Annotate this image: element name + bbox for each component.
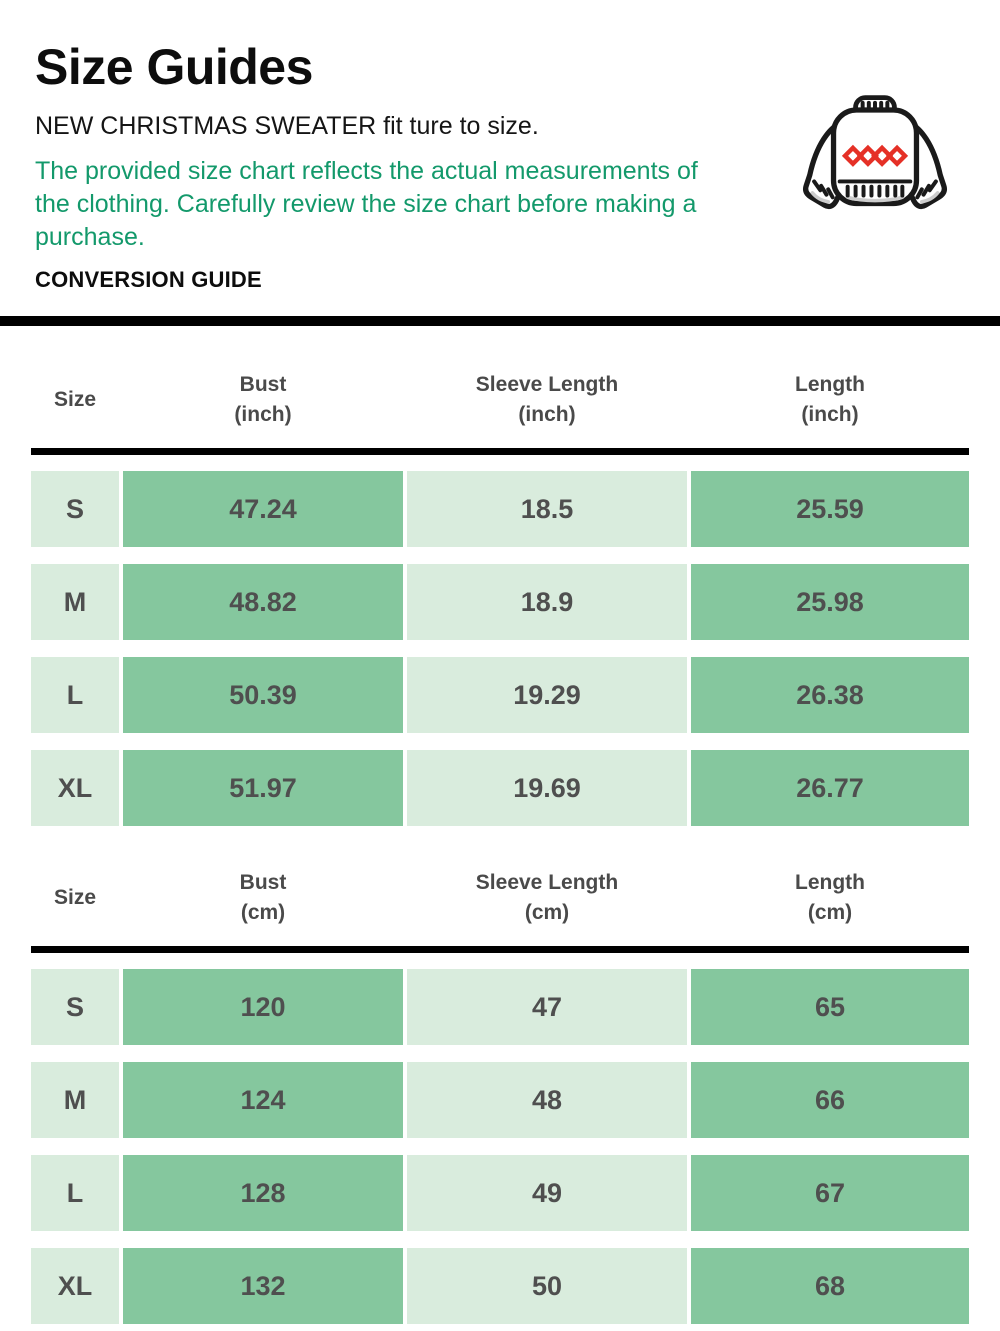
table-row-m: M 124 48 66 [31,1062,969,1138]
top-divider [0,316,1000,326]
page-title: Size Guides [35,39,313,95]
table-row-l: L 128 49 67 [31,1155,969,1231]
length-value: 25.59 [691,471,969,547]
column-header-size: Size [53,388,97,411]
column-header-bust: Bust (cm) [239,871,287,924]
table-row-xl: XL 51.97 19.69 26.77 [31,750,969,826]
sleeve-value: 19.29 [407,657,687,733]
length-value: 26.77 [691,750,969,826]
sleeve-value: 47 [407,969,687,1045]
sleeve-value: 18.9 [407,564,687,640]
sleeve-value: 48 [407,1062,687,1138]
table-row-s: S 120 47 65 [31,969,969,1045]
table-row-l: L 50.39 19.29 26.38 [31,657,969,733]
length-value: 25.98 [691,564,969,640]
size-label: XL [31,750,119,826]
size-table-inch: Size Bust (inch) Sleeve Length (inch) Le… [31,370,969,826]
column-header-length: Length (inch) [795,373,865,426]
column-header-length: Length (cm) [795,871,865,924]
conversion-guide-heading: CONVERSION GUIDE [35,267,262,292]
table-row-s: S 47.24 18.5 25.59 [31,471,969,547]
sleeve-value: 19.69 [407,750,687,826]
header-divider [31,946,969,953]
table-row-m: M 48.82 18.9 25.98 [31,564,969,640]
column-header-size: Size [53,886,97,909]
column-header-sleeve-length: Sleeve Length (cm) [475,871,619,924]
size-label: XL [31,1248,119,1324]
bust-value: 124 [123,1062,403,1138]
bust-value: 128 [123,1155,403,1231]
bust-value: 51.97 [123,750,403,826]
size-label: L [31,1155,119,1231]
size-table-cm: Size Bust (cm) Sleeve Length (cm) Length… [31,868,969,1324]
size-label: M [31,564,119,640]
length-value: 68 [691,1248,969,1324]
length-value: 66 [691,1062,969,1138]
sleeve-value: 18.5 [407,471,687,547]
bust-value: 132 [123,1248,403,1324]
measurement-note: The provided size chart reflects the act… [35,157,698,251]
size-label: S [31,969,119,1045]
length-value: 65 [691,969,969,1045]
table-header-inch: Size Bust (inch) Sleeve Length (inch) Le… [31,370,969,430]
fit-note: NEW CHRISTMAS SWEATER fit ture to size. [35,112,539,140]
diamond-pattern [841,144,909,167]
size-label: M [31,1062,119,1138]
bust-value: 48.82 [123,564,403,640]
sleeve-value: 49 [407,1155,687,1231]
sleeve-value: 50 [407,1248,687,1324]
size-label: L [31,657,119,733]
size-tables: Size Bust (inch) Sleeve Length (inch) Le… [0,370,1000,1324]
table-row-xl: XL 132 50 68 [31,1248,969,1324]
bust-value: 47.24 [123,471,403,547]
column-header-sleeve-length: Sleeve Length (inch) [475,373,619,426]
christmas-sweater-icon [800,92,950,225]
page-header: Size Guides NEW CHRISTMAS SWEATER fit tu… [0,0,1000,293]
bust-value: 120 [123,969,403,1045]
column-header-bust: Bust (inch) [234,373,292,426]
length-value: 67 [691,1155,969,1231]
size-label: S [31,471,119,547]
header-divider [31,448,969,455]
table-header-cm: Size Bust (cm) Sleeve Length (cm) Length… [31,868,969,928]
length-value: 26.38 [691,657,969,733]
bust-value: 50.39 [123,657,403,733]
